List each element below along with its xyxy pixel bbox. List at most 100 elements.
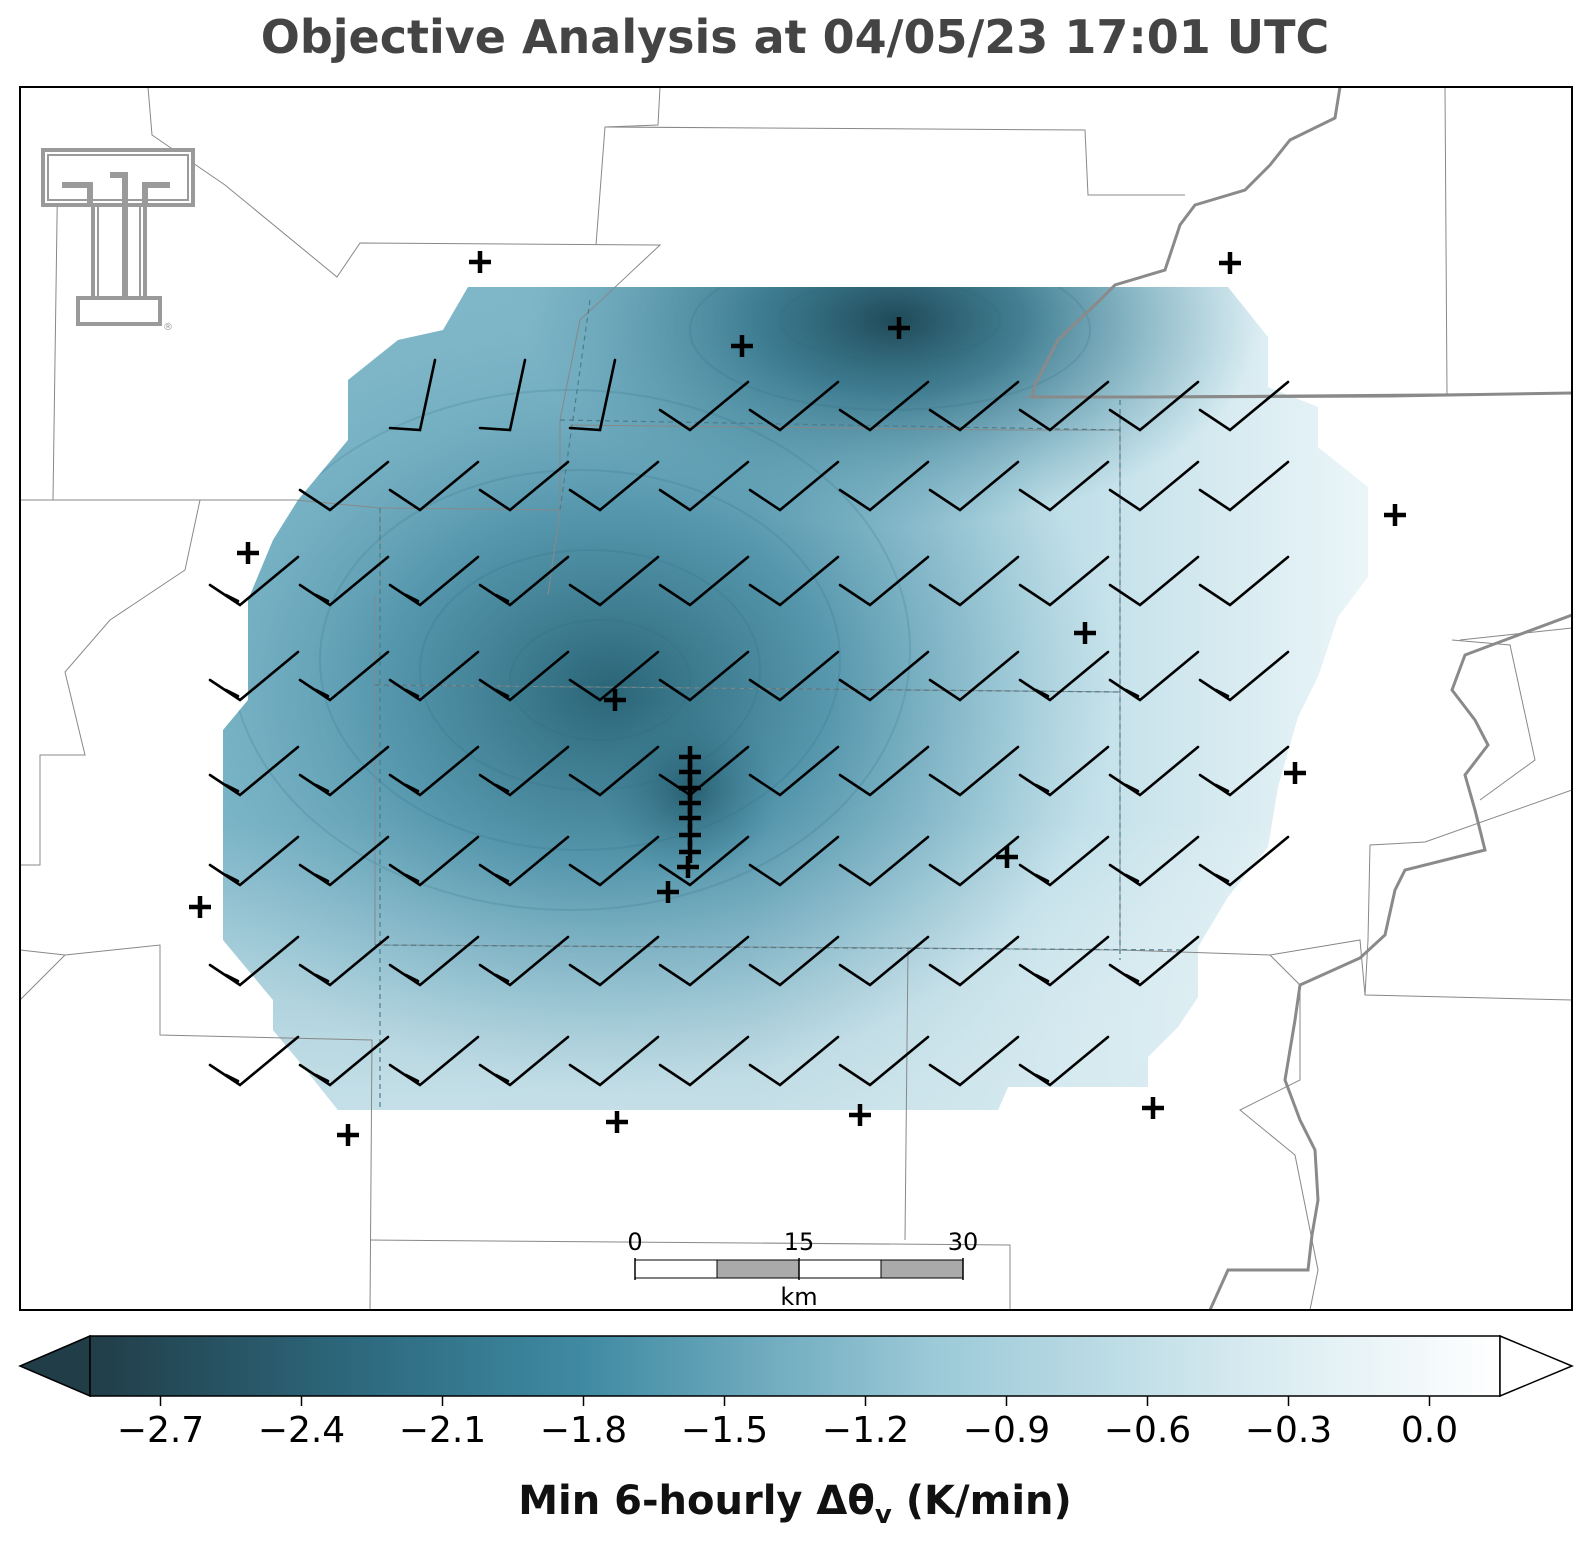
colorbar-low-extension [18, 1334, 91, 1398]
wind-barb [478, 935, 570, 987]
wind-barb [658, 460, 750, 512]
station-marker [237, 542, 259, 564]
wind-barb [658, 835, 750, 887]
wind-barb [388, 745, 480, 797]
station-marker [677, 856, 699, 878]
scale-label-15: 15 [784, 1228, 815, 1256]
wind-barb [928, 745, 1020, 797]
wind-barb [298, 745, 390, 797]
colorbar-tick-label: −0.3 [1245, 1410, 1332, 1451]
wind-barb [928, 380, 1020, 432]
wind-barb [928, 460, 1020, 512]
wind-barb [1018, 1035, 1110, 1087]
wind-barb [1018, 935, 1110, 987]
wind-barb [208, 1035, 300, 1087]
wind-barb [928, 935, 1020, 987]
wind-barb [658, 555, 750, 607]
wind-barb [298, 650, 390, 702]
wind-barb [1108, 745, 1200, 797]
wind-barb [478, 555, 570, 607]
station-markers [189, 251, 1406, 1146]
station-marker [731, 335, 753, 357]
wind-barb [1018, 835, 1110, 887]
wind-barb [1018, 380, 1110, 432]
wind-barb [838, 555, 930, 607]
wind-barb [388, 650, 480, 702]
station-marker [1219, 252, 1241, 274]
colorbar-tick-label: −1.2 [822, 1410, 909, 1451]
wind-barb [1108, 835, 1200, 887]
wind-barb [208, 650, 300, 702]
svg-text:®: ® [163, 322, 173, 333]
scale-label-0: 0 [627, 1228, 642, 1256]
wind-barb [478, 358, 527, 432]
colorbar-ticks: −2.7 −2.4 −2.1 −1.8 −1.5 −1.2 −0.9 −0.6 −0.3 0.0 [117, 1396, 1458, 1451]
wind-barb [748, 835, 840, 887]
wind-barb [478, 1035, 570, 1087]
wind-barb [298, 835, 390, 887]
inner-boundaries [374, 299, 1181, 1110]
wind-barb [1198, 380, 1290, 432]
wind-barb [1198, 745, 1290, 797]
wind-barb [838, 460, 930, 512]
wind-barb [568, 650, 660, 702]
colorbar-tick-label: −0.9 [963, 1410, 1050, 1451]
wind-barb [748, 460, 840, 512]
wind-barb [568, 358, 617, 432]
wind-barb [658, 650, 750, 702]
wind-barb [1108, 555, 1200, 607]
map-title: Objective Analysis at 04/05/23 17:01 UTC [260, 10, 1330, 64]
station-marker [849, 1104, 871, 1126]
wind-barb [1018, 745, 1110, 797]
wind-barb [388, 358, 437, 432]
wind-barb [748, 935, 840, 987]
wind-barb [568, 745, 660, 797]
wind-barb [478, 745, 570, 797]
wind-barb [568, 935, 660, 987]
colorbar-tick-label: −2.7 [117, 1410, 204, 1451]
map-frame [19, 86, 1573, 1311]
colorbar-tick-label: 0.0 [1401, 1410, 1458, 1451]
wind-barb [748, 745, 840, 797]
colorbar-tick-label: −0.6 [1104, 1410, 1191, 1451]
wind-barb [748, 1035, 840, 1087]
wind-barb [1018, 555, 1110, 607]
wind-barb [388, 460, 480, 512]
wind-barb [208, 835, 300, 887]
wind-barb [928, 555, 1020, 607]
wind-barb [388, 555, 480, 607]
station-marker [996, 846, 1018, 868]
station-marker [657, 881, 679, 903]
wind-barb [208, 935, 300, 987]
wind-barb [208, 555, 300, 607]
wind-barb [298, 460, 390, 512]
double-t-logo-icon: ® [41, 148, 195, 333]
colorbar-tick-label: −1.8 [540, 1410, 627, 1451]
wind-barb [838, 380, 930, 432]
scale-label-30: 30 [948, 1228, 979, 1256]
station-marker [1142, 1097, 1164, 1119]
wind-barb [568, 555, 660, 607]
wind-barbs [208, 358, 1290, 1087]
wind-barb [1018, 650, 1110, 702]
wind-barb [928, 835, 1020, 887]
station-marker [1074, 622, 1096, 644]
station-marker [1384, 504, 1406, 526]
wind-barb [1198, 650, 1290, 702]
wind-barb [748, 380, 840, 432]
state-boundaries [1030, 87, 1572, 1310]
station-marker [189, 896, 211, 918]
colorbar-body [89, 1335, 1501, 1397]
wind-barb [658, 380, 750, 432]
colorbar-tick-label: −2.4 [258, 1410, 345, 1451]
station-marker [1284, 762, 1306, 784]
wind-barb [478, 835, 570, 887]
station-marker [606, 1111, 628, 1133]
wind-barb [748, 555, 840, 607]
wind-barb [1198, 555, 1290, 607]
scale-bar: 0 15 30 km [627, 1228, 978, 1311]
wind-barb [928, 1035, 1020, 1087]
wind-barb [838, 835, 930, 887]
wind-barb [388, 935, 480, 987]
